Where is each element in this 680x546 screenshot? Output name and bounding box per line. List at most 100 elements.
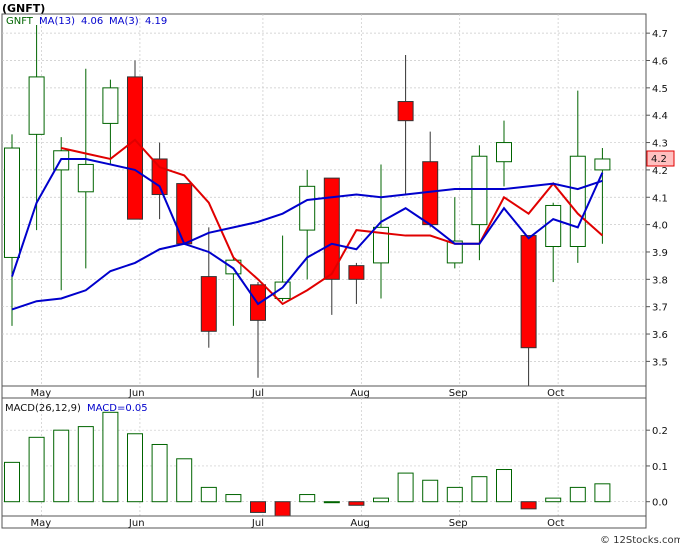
price-x-tick-label: Jul xyxy=(251,388,264,399)
macd-bar xyxy=(569,486,586,503)
candle-body xyxy=(569,155,586,247)
price-x-tick-label: Aug xyxy=(350,388,370,399)
macd-histogram xyxy=(4,411,611,517)
macd-bar xyxy=(446,486,463,503)
macd-x-tick-label: Oct xyxy=(547,518,564,529)
candle-body xyxy=(151,158,168,196)
price-tag-box xyxy=(646,150,675,167)
macd-x-tick-label: Aug xyxy=(350,518,370,529)
macd-bar xyxy=(127,433,143,503)
candle-body xyxy=(348,265,365,280)
macd-bar xyxy=(176,458,193,503)
macd-legend-value: MACD=0.05 xyxy=(87,403,148,414)
candle-body xyxy=(225,259,242,275)
candle-body xyxy=(520,235,537,349)
candlesticks xyxy=(4,24,611,386)
candle-body xyxy=(471,155,488,226)
price-y-tick-label: 4.3 xyxy=(652,139,668,150)
macd-y-tick-label: 0.1 xyxy=(652,462,668,473)
price-y-tick-label: 3.9 xyxy=(652,248,668,259)
macd-y-tick-label: 0.0 xyxy=(652,498,668,509)
price-x-tick-label: May xyxy=(31,388,52,399)
macd-bar xyxy=(274,501,291,517)
macd-bar xyxy=(323,501,340,504)
candle-body xyxy=(323,177,340,280)
price-y-tick-label: 4.0 xyxy=(652,221,668,232)
macd-bar xyxy=(496,469,512,503)
macd-y-axis: 0.0 0.1 0.2 xyxy=(646,426,668,509)
macd-bar xyxy=(348,501,365,506)
price-y-tick-label: 3.5 xyxy=(652,357,668,368)
macd-bar xyxy=(28,436,45,503)
price-x-tick-label: Oct xyxy=(547,388,564,399)
macd-x-tick-label: Sep xyxy=(449,518,468,529)
ma-line xyxy=(60,138,604,306)
macd-bar xyxy=(397,472,414,503)
candle-body xyxy=(176,183,193,245)
macd-bar xyxy=(200,486,217,503)
macd-bar xyxy=(151,443,168,503)
price-y-tick-label: 3.6 xyxy=(652,330,668,341)
candle-body xyxy=(200,276,217,332)
price-y-tick-label: 4.5 xyxy=(652,84,668,95)
candle-body xyxy=(545,204,562,247)
candle-body xyxy=(102,87,119,124)
price-y-tick-label: 4.4 xyxy=(652,111,668,122)
price-y-tick-label: 4.6 xyxy=(652,57,668,68)
macd-bar xyxy=(422,479,439,503)
legend-ma13-label: MA(13) xyxy=(39,16,75,27)
macd-bar xyxy=(471,476,488,503)
macd-legend: MACD(26,12,9) MACD=0.05 xyxy=(5,403,148,414)
macd-bar xyxy=(299,494,316,503)
legend-ma3-label: MA(3) xyxy=(109,16,139,27)
macd-bar xyxy=(4,461,20,503)
macd-x-tick-label: Jul xyxy=(251,518,264,529)
macd-bar xyxy=(225,494,242,503)
legend-ticker: GNFT xyxy=(6,16,34,27)
current-price-tag: 4.2 xyxy=(646,150,675,167)
macd-bar xyxy=(545,497,562,503)
candle-body xyxy=(127,76,143,220)
watermark: © 12Stocks.com xyxy=(600,535,680,546)
candle-body xyxy=(397,101,414,122)
legend-ma13-value: 4.06 xyxy=(81,16,103,27)
macd-x-tick-label: May xyxy=(31,518,52,529)
macd-bar xyxy=(250,501,266,513)
ma-line xyxy=(11,157,604,306)
price-y-tick-label: 3.8 xyxy=(652,275,668,286)
price-x-tick-label: Jun xyxy=(128,388,145,399)
price-y-tick-label: 4.2 xyxy=(652,166,668,177)
price-y-axis: 3.5 3.6 3.7 3.8 3.9 4.0 4.1 4.2 4.3 4.4 4.5 4.6 4.7 xyxy=(646,29,668,368)
candle-body xyxy=(594,158,611,171)
candle-body xyxy=(373,226,389,264)
candle-body xyxy=(496,142,512,163)
candle-body xyxy=(299,185,316,231)
candle-body xyxy=(77,163,94,193)
macd-x-strip xyxy=(1,515,647,529)
candle-body xyxy=(446,240,463,264)
price-tag-text: 4.2 xyxy=(651,154,667,165)
macd-y-tick-label: 0.2 xyxy=(652,426,668,437)
chart-title: (GNFT) xyxy=(2,2,45,15)
candle-body xyxy=(28,76,45,135)
macd-x-axis: May Jun Jul Aug Sep Oct xyxy=(1,515,647,529)
macd-bar xyxy=(594,483,611,503)
candle-body xyxy=(274,281,291,299)
moving-average-lines xyxy=(11,138,604,311)
macd-bar xyxy=(520,501,537,510)
macd-bar xyxy=(77,426,94,503)
ma-line xyxy=(11,179,603,311)
price-y-tick-label: 4.7 xyxy=(652,29,668,40)
macd-legend-label: MACD(26,12,9) xyxy=(5,403,81,414)
macd-bar xyxy=(373,497,389,503)
price-y-tick-label: 4.1 xyxy=(652,193,668,204)
candle-body xyxy=(4,147,20,258)
legend-ma3-value: 4.19 xyxy=(145,16,167,27)
macd-bar xyxy=(102,411,119,503)
macd-bar xyxy=(53,429,70,503)
price-legend: GNFT MA(13) 4.06 MA(3) 4.19 xyxy=(6,16,167,27)
price-x-axis: May Jun Jul Aug Sep Oct xyxy=(1,385,647,399)
macd-x-tick-label: Jun xyxy=(128,518,145,529)
price-y-tick-label: 3.7 xyxy=(652,303,668,314)
